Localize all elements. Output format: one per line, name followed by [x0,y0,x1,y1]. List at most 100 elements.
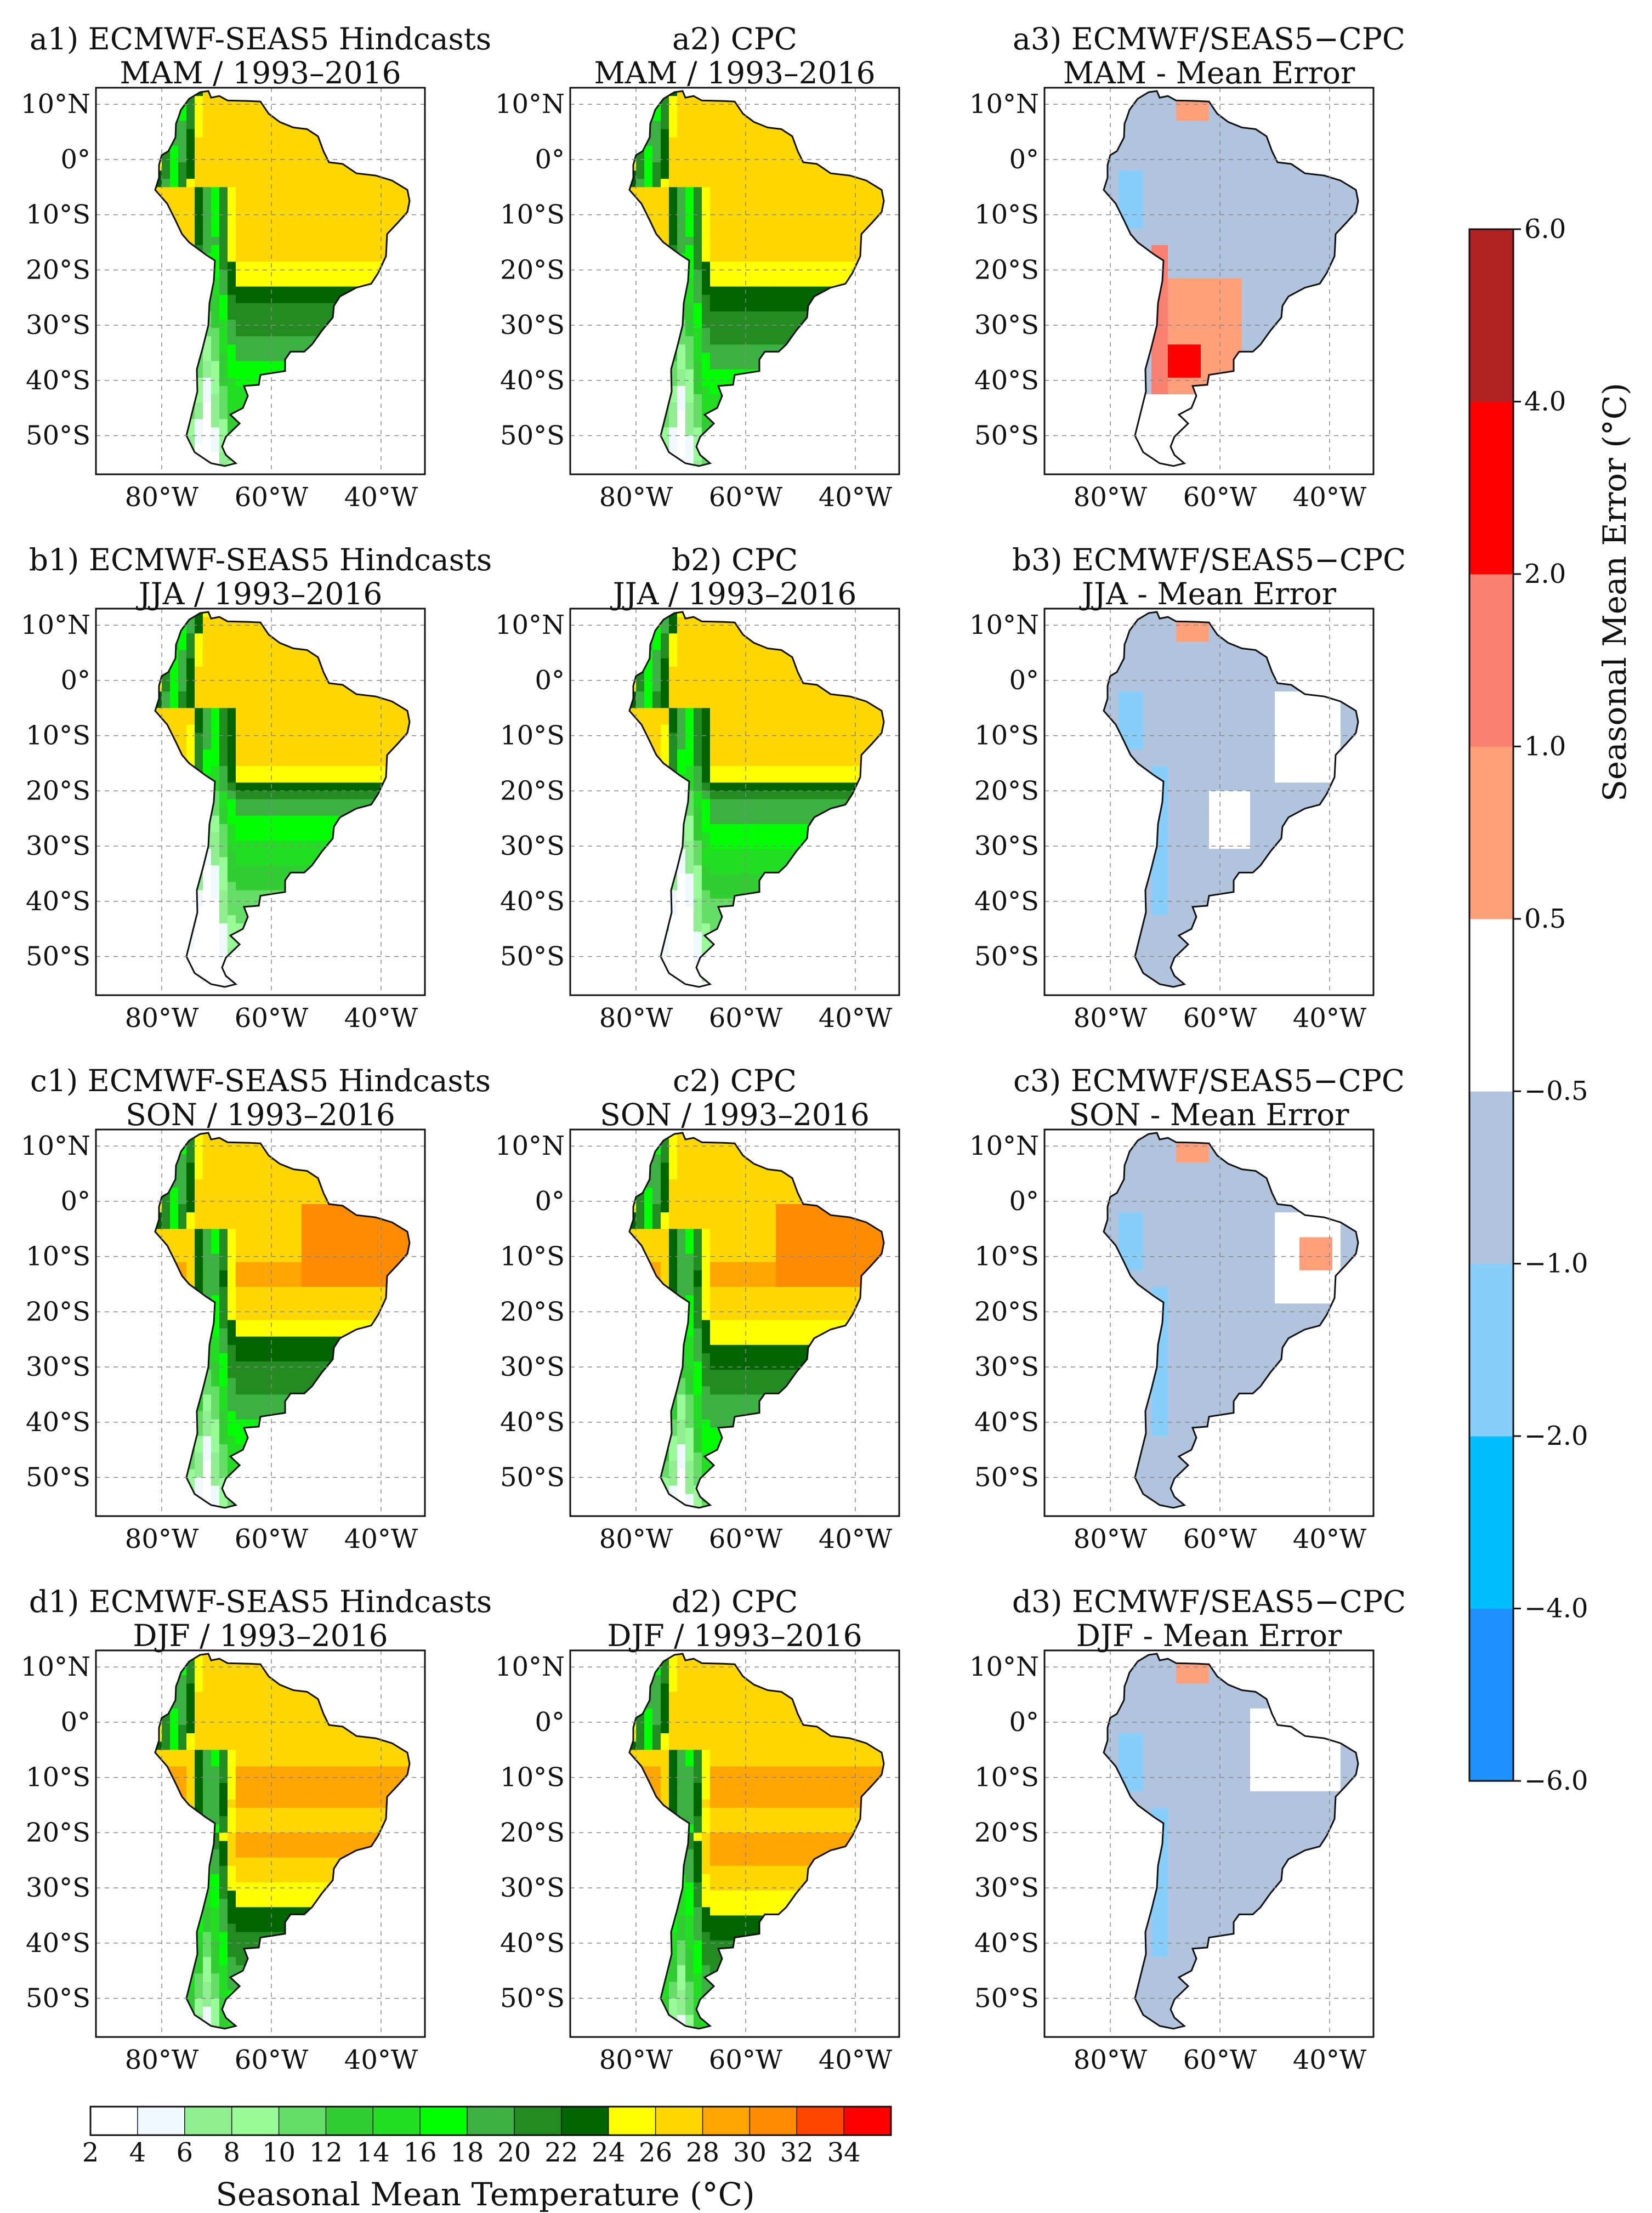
field-cell [842,344,850,354]
field-cell [743,137,752,146]
field-cell [334,145,343,155]
field-cell [629,303,637,312]
field-cell [285,262,294,271]
field-cell [195,674,203,684]
field-cell [228,402,236,411]
field-cell [195,212,203,221]
field-cell [219,270,228,279]
field-cell [677,187,686,196]
field-cell [408,683,410,692]
field-cell [694,228,702,237]
field-cell [392,286,401,296]
field-cell [1151,129,1160,138]
field-cell [367,444,376,453]
field-cell [636,236,645,246]
field-cell [825,262,834,271]
field-cell [1308,245,1316,254]
field-cell [302,171,310,179]
field-cell [1110,112,1119,122]
field-cell [162,385,171,395]
field-cell [195,228,203,237]
field-cell [252,683,261,692]
field-cell [710,104,719,114]
field-cell [252,195,261,205]
field-cell [195,700,203,709]
field-cell [1291,460,1300,466]
field-cell [743,253,752,262]
field-cell [817,187,826,196]
field-cell [1104,328,1111,337]
field-cell [1291,129,1300,138]
field-cell [661,212,669,221]
field-cell [195,294,203,304]
field-cell [155,658,162,667]
field-cell [1225,236,1234,246]
field-cell [343,220,351,229]
field-cell [170,236,179,246]
field-cell [162,187,171,196]
field-cell [1324,236,1333,246]
field-cell [244,353,253,362]
field-cell [825,452,834,461]
field-cell [702,278,711,287]
field-cell [1135,212,1144,221]
field-cell [776,203,785,213]
field-cell [1151,303,1160,312]
field-cell [252,435,261,445]
field-cell [384,203,393,213]
field-cell [1151,187,1160,196]
field-cell [817,294,826,304]
field-cell [1201,104,1210,114]
field-cell [726,137,735,146]
field-cell [203,452,212,461]
field-cell [310,674,319,684]
field-cell [334,112,343,122]
field-cell [850,361,859,370]
field-cell [636,262,645,271]
field-cell [735,245,743,254]
field-cell [875,286,883,296]
field-cell [636,452,645,461]
field-cell [367,228,376,237]
field-cell [776,162,785,171]
field-cell [219,262,228,271]
field-cell [1308,419,1316,428]
field-cell [392,145,401,155]
field-cell [1151,344,1160,354]
field-cell [236,658,245,667]
field-cell [875,320,883,328]
field-cell [726,121,735,130]
field-cell [293,270,302,279]
field-cell [244,104,253,114]
field-cell [677,353,686,362]
field-cell [842,402,850,411]
field-cell [866,336,875,345]
field-cell [842,112,850,122]
field-cell [801,328,809,337]
field-cell [1308,121,1316,130]
field-cell [1308,270,1316,279]
field-cell [1193,452,1201,461]
field-cell [367,311,376,320]
field-cell [759,129,768,138]
field-cell [792,154,801,163]
field-cell [285,402,294,411]
field-cell [376,708,384,717]
field-cell [776,336,785,345]
field-cell [833,162,842,171]
field-cell [751,253,760,262]
field-cell [1299,402,1308,411]
field-cell [400,336,409,345]
field-cell [702,179,711,188]
field-cell [236,328,245,337]
field-cell [685,228,694,237]
field-cell [1160,121,1168,130]
field-cell [776,311,785,320]
field-cell [343,245,351,254]
field-cell [1160,452,1168,461]
field-cell [1308,411,1316,420]
field-cell [236,121,245,130]
field-cell [326,444,335,453]
field-cell [1168,402,1177,411]
field-cell [408,700,410,709]
